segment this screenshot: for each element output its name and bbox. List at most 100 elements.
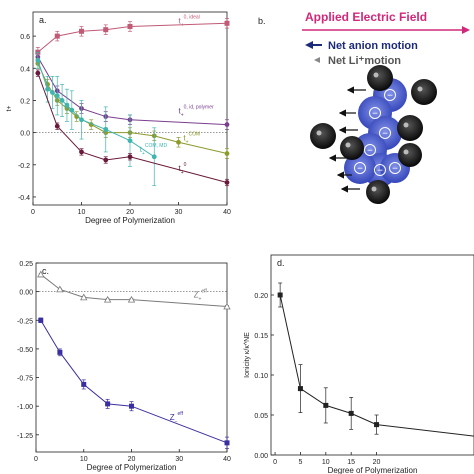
x-axis-label: Degree of Polymerization [328, 466, 418, 474]
legend-li: Net Li⁺motion [328, 55, 401, 67]
field-arrow-head [462, 26, 470, 34]
x-tick-label: 30 [175, 456, 183, 463]
svg-text:−: − [377, 166, 383, 177]
chart-panel-d: 0.000.050.100.150.200510152040Degree of … [244, 254, 474, 474]
data-point [45, 86, 50, 92]
y-axis-label: Ionicity κ/κ^NE [244, 332, 251, 378]
x-tick-label: 10 [322, 459, 330, 466]
x-axis-label: Degree of Polymerization [87, 463, 177, 472]
x-tick-label: 20 [128, 456, 136, 463]
li-ions [310, 65, 437, 204]
data-point [127, 295, 136, 303]
data-point [323, 402, 329, 408]
x-tick-label: 0 [31, 209, 35, 216]
x-tick-label: 40 [223, 209, 231, 216]
y-tick-label: -1.00 [17, 404, 33, 411]
x-tick-label: 15 [347, 459, 355, 466]
data-point [35, 57, 41, 63]
svg-text:−: − [367, 146, 373, 157]
data-point [224, 440, 230, 446]
y-tick-label: 0.20 [254, 293, 268, 300]
series-line [37, 60, 155, 158]
data-point [224, 122, 230, 127]
data-point [176, 139, 181, 145]
data-point [69, 107, 75, 113]
legend-field: Applied Electric Field [305, 10, 427, 24]
x-tick-label: 10 [80, 456, 88, 463]
motion-arrows [328, 86, 366, 193]
data-point [50, 90, 55, 95]
data-point [35, 70, 41, 76]
y-tick-label: -1.25 [17, 433, 33, 440]
y-tick-label: 0.25 [19, 261, 33, 268]
data-point [38, 317, 44, 323]
svg-text:−: − [392, 164, 398, 175]
x-tick-label: 20 [126, 209, 134, 216]
x-tick-label: 10 [78, 209, 86, 216]
data-point [54, 123, 60, 129]
data-point [74, 114, 80, 119]
series-line [40, 320, 228, 444]
series-label: t+0, ideal [179, 14, 200, 28]
series-label: Z−eff [170, 411, 184, 425]
series-label: t+COM [183, 132, 200, 146]
y-tick-label: -0.75 [17, 376, 33, 383]
y-tick-label: 0.0 [20, 131, 30, 138]
data-point [79, 117, 84, 123]
y-tick-label: -0.2 [18, 163, 30, 170]
data-point [57, 349, 63, 355]
y-tick-label: 0.10 [254, 373, 268, 380]
li-arrow-head [314, 57, 320, 63]
data-point [103, 157, 109, 163]
data-point [56, 285, 64, 293]
x-tick-label: 40 [223, 456, 231, 463]
series-line [279, 294, 474, 437]
y-tick-label: -0.25 [17, 318, 33, 325]
x-tick-label: 20 [373, 459, 381, 466]
series-label: t+0, id, polymer [179, 104, 215, 118]
series-label: Z+eff [194, 288, 208, 302]
y-tick-label: 0.15 [254, 333, 268, 340]
series-line [40, 274, 228, 308]
panel-label: c. [42, 266, 49, 276]
x-axis-label: Degree of Polymerization [85, 216, 175, 225]
data-point [54, 33, 60, 39]
series-line [37, 22, 228, 53]
x-tick-label: 5 [298, 459, 302, 466]
anion-charges: − − − − − − − [354, 89, 401, 177]
data-point [151, 154, 157, 160]
y-axis-label: t+ [6, 105, 13, 111]
data-point [277, 292, 283, 298]
data-point [64, 102, 70, 108]
series-line [37, 56, 228, 126]
y-tick-label: 0.4 [20, 66, 30, 73]
data-point [224, 151, 230, 156]
panel-label: d. [277, 258, 285, 268]
plot-frame [270, 254, 474, 456]
data-point [127, 154, 133, 160]
x-tick-label: 0 [34, 456, 38, 463]
svg-text:−: − [382, 129, 388, 140]
data-point [348, 410, 354, 416]
y-tick-label: 0.05 [254, 413, 268, 420]
y-tick-label: -0.50 [17, 347, 33, 354]
svg-text:−: − [372, 109, 378, 120]
chart-panel-c: -1.25 -1.00 -0.75 -0.50 -0.25 0.00 0.25 0 10 20 30… [17, 261, 231, 472]
data-point [81, 381, 87, 387]
data-point [79, 149, 84, 155]
data-point [37, 270, 45, 278]
data-point [129, 403, 134, 409]
series-line [37, 72, 228, 183]
y-tick-label: -0.4 [18, 195, 30, 202]
data-point [103, 127, 109, 132]
data-point [127, 23, 133, 29]
anion-arrow-head [305, 41, 313, 49]
data-point [103, 27, 109, 33]
svg-text:−: − [357, 164, 363, 175]
data-point [105, 401, 111, 407]
data-point [59, 98, 65, 103]
data-point [297, 386, 303, 392]
panel-label: a. [39, 15, 47, 25]
data-point [54, 93, 60, 99]
